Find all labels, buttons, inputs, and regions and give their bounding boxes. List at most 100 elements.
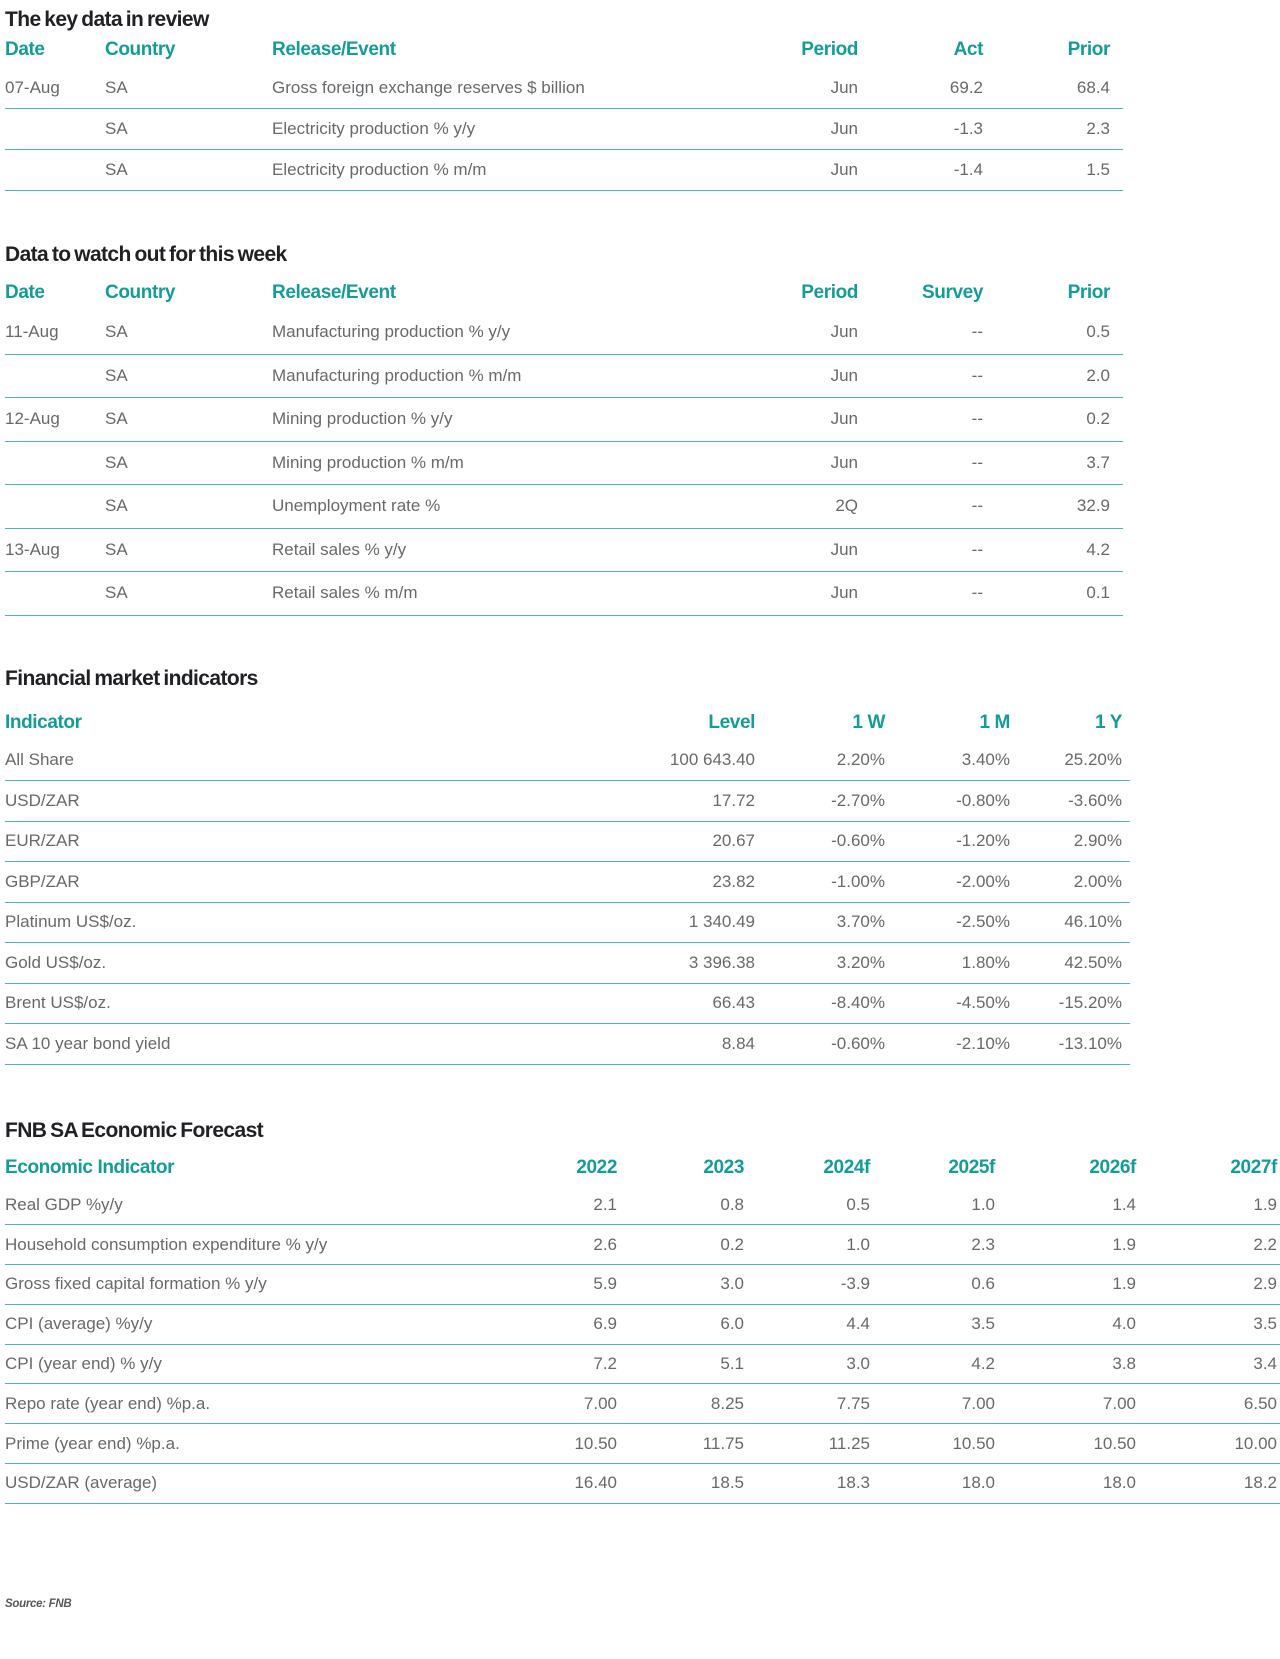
watch-data-header-row: Date Country Release/Event Period Survey… [5, 275, 1123, 311]
cell-2022: 2.1 [593, 1194, 617, 1214]
cell-survey: -- [971, 452, 983, 472]
cell-2024f: 18.3 [836, 1473, 870, 1493]
cell-act: 69.2 [949, 78, 983, 97]
cell-2024f: -3.9 [840, 1274, 870, 1294]
col-header-level: Level [708, 711, 755, 733]
cell-2022: 2.6 [593, 1234, 617, 1254]
cell-2027f: 10.00 [1234, 1433, 1277, 1453]
cell-level: 3 396.38 [688, 952, 755, 972]
cell-1m: 1.80% [961, 952, 1010, 972]
cell-2022: 5.9 [593, 1274, 617, 1294]
table-row: 07-Aug SA Gross foreign exchange reserve… [5, 68, 1123, 109]
cell-2025f: 18.0 [961, 1473, 995, 1493]
section-title-financial-market-indicators: Financial market indicators [5, 666, 258, 690]
cell-2022: 6.9 [593, 1314, 617, 1334]
col-header-economic-indicator: Economic Indicator [5, 1156, 175, 1178]
cell-survey: -- [971, 409, 983, 429]
cell-1w: 3.70% [836, 912, 885, 932]
cell-2024f: 7.75 [836, 1393, 870, 1413]
cell-economic-indicator: Prime (year end) %p.a. [5, 1433, 180, 1453]
cell-1y: -15.20% [1058, 993, 1122, 1013]
cell-period: Jun [830, 322, 858, 342]
cell-2022: 16.40 [574, 1473, 617, 1493]
cell-2027f: 3.4 [1253, 1354, 1277, 1374]
cell-2026f: 7.00 [1102, 1393, 1136, 1413]
cell-1y: -13.10% [1058, 1033, 1122, 1053]
cell-date: 12-Aug [5, 409, 60, 429]
table-row: Repo rate (year end) %p.a. 7.00 8.25 7.7… [5, 1384, 1280, 1425]
cell-2027f: 2.9 [1253, 1274, 1277, 1294]
source-note: Source: FNB [5, 1597, 72, 1610]
cell-1y: 25.20% [1064, 750, 1122, 770]
table-row: EUR/ZAR 20.67 -0.60% -1.20% 2.90% [5, 822, 1130, 862]
table-row: SA Manufacturing production % m/m Jun --… [5, 355, 1123, 398]
cell-2026f: 10.50 [1093, 1433, 1136, 1453]
cell-act: -1.4 [953, 160, 983, 179]
col-header-country: Country [105, 282, 176, 303]
cell-release-event: Mining production % m/m [272, 452, 464, 472]
forecast-header-row: Economic Indicator 2022 2023 2024f 2025f… [5, 1150, 1280, 1186]
cell-period: Jun [830, 160, 858, 179]
table-row: SA 10 year bond yield 8.84 -0.60% -2.10%… [5, 1024, 1130, 1065]
cell-economic-indicator: Real GDP %y/y [5, 1194, 123, 1214]
cell-1y: 2.90% [1073, 831, 1122, 851]
col-header-period: Period [801, 39, 858, 60]
cell-2025f: 10.50 [952, 1433, 995, 1453]
cell-2026f: 18.0 [1102, 1473, 1136, 1493]
cell-indicator: EUR/ZAR [5, 831, 80, 851]
col-header-1w: 1 W [852, 711, 885, 733]
cell-1w: -8.40% [831, 993, 885, 1013]
cell-level: 23.82 [712, 871, 755, 891]
cell-economic-indicator: Household consumption expenditure % y/y [5, 1234, 328, 1254]
cell-2026f: 1.4 [1112, 1194, 1136, 1214]
market-indicators-header-row: Indicator Level 1 W 1 M 1 Y [5, 705, 1130, 741]
cell-survey: -- [971, 365, 983, 385]
cell-date: 07-Aug [5, 78, 60, 97]
cell-economic-indicator: CPI (year end) % y/y [5, 1354, 162, 1374]
cell-2023: 5.1 [720, 1354, 744, 1374]
cell-economic-indicator: USD/ZAR (average) [5, 1473, 158, 1493]
cell-1m: -2.00% [956, 871, 1010, 891]
cell-1m: -4.50% [956, 993, 1010, 1013]
cell-survey: -- [971, 496, 983, 516]
cell-date: 11-Aug [5, 322, 59, 342]
col-header-2026f: 2026f [1089, 1156, 1136, 1178]
cell-release-event: Mining production % y/y [272, 409, 453, 429]
section-title-data-to-watch: Data to watch out for this week [5, 243, 287, 266]
cell-economic-indicator: CPI (average) %y/y [5, 1314, 153, 1334]
table-row: Brent US$/oz. 66.43 -8.40% -4.50% -15.20… [5, 984, 1130, 1024]
cell-period: Jun [830, 539, 858, 559]
cell-country: SA [105, 452, 128, 472]
col-header-2024f: 2024f [823, 1156, 870, 1178]
cell-2025f: 1.0 [971, 1194, 995, 1214]
cell-level: 100 643.40 [669, 750, 755, 770]
cell-2026f: 1.9 [1112, 1234, 1136, 1254]
cell-country: SA [105, 119, 128, 138]
cell-1y: 2.00% [1073, 871, 1122, 891]
cell-prior: 32.9 [1076, 496, 1110, 516]
table-row: SA Mining production % m/m Jun -- 3.7 [5, 442, 1123, 485]
cell-period: Jun [830, 409, 858, 429]
cell-prior: 68.4 [1076, 78, 1110, 97]
cell-release-event: Unemployment rate % [272, 496, 441, 516]
cell-2023: 18.5 [710, 1473, 744, 1493]
table-row: Gold US$/oz. 3 396.38 3.20% 1.80% 42.50% [5, 943, 1130, 984]
cell-level: 66.43 [712, 993, 755, 1013]
cell-1w: 3.20% [836, 952, 885, 972]
cell-1y: 42.50% [1064, 952, 1122, 972]
cell-survey: -- [971, 539, 983, 559]
col-header-prior: Prior [1067, 282, 1111, 303]
col-header-date: Date [5, 39, 45, 60]
cell-2023: 3.0 [720, 1274, 744, 1294]
cell-2024f: 3.0 [846, 1354, 870, 1374]
cell-2027f: 3.5 [1253, 1314, 1277, 1334]
cell-indicator: Brent US$/oz. [5, 993, 111, 1013]
cell-date: 13-Aug [5, 539, 60, 559]
col-header-prior: Prior [1067, 39, 1111, 60]
col-header-survey: Survey [922, 282, 983, 303]
cell-period: Jun [830, 365, 858, 385]
table-row: SA Unemployment rate % 2Q -- 32.9 [5, 485, 1123, 529]
cell-2022: 10.50 [574, 1433, 617, 1453]
cell-period: Jun [830, 452, 858, 472]
table-row: USD/ZAR 17.72 -2.70% -0.80% -3.60% [5, 781, 1130, 822]
